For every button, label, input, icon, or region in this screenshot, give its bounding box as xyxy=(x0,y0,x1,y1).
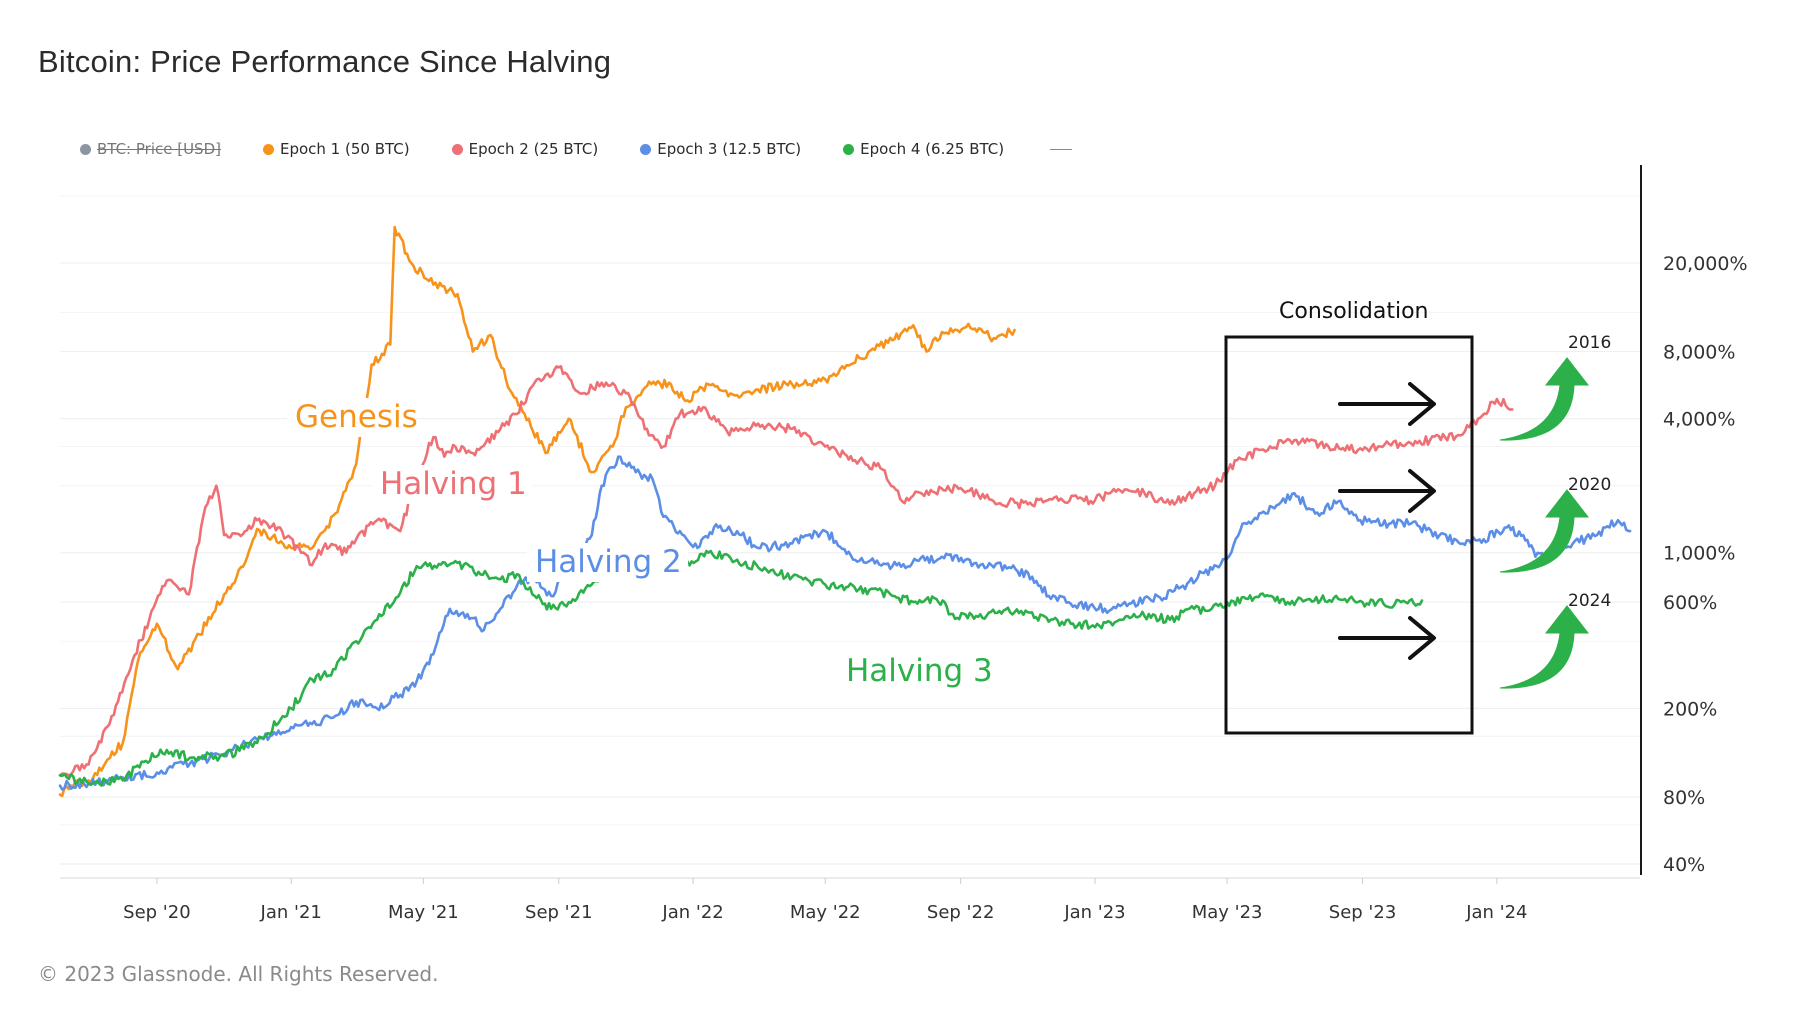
x-tick-label: May '22 xyxy=(790,902,861,923)
y-tick-label: 1,000% xyxy=(1663,543,1735,565)
chart-legend: BTC: Price [USD] Epoch 1 (50 BTC) Epoch 2 … xyxy=(80,140,1114,158)
x-tick-label: Jan '23 xyxy=(1063,902,1125,923)
annotation-halving-1: Halving 1 xyxy=(380,466,527,502)
y-tick-label: 80% xyxy=(1663,787,1705,809)
legend-dot-icon xyxy=(262,143,274,155)
series-line-epoch-2-25-btc xyxy=(58,365,1514,777)
annotation-2024: 2024 xyxy=(1568,591,1611,611)
annotation-genesis: Genesis xyxy=(295,399,418,435)
curved-up-arrow-icon xyxy=(1499,489,1590,573)
consolidation-box xyxy=(1224,335,1474,735)
x-tick-label: Sep '20 xyxy=(123,902,191,923)
annotation-halving-2: Halving 2 xyxy=(535,544,682,580)
annotation-backdrop xyxy=(372,465,534,504)
line-icon xyxy=(1050,148,1073,150)
annotation-2016: 2016 xyxy=(1568,333,1611,353)
x-tick-label: May '21 xyxy=(388,902,459,923)
curved-up-arrow-icon xyxy=(1499,605,1590,689)
legend-label: BTC: Price [USD] xyxy=(97,140,221,158)
arrow-right-icon xyxy=(1338,616,1436,660)
page-title: Bitcoin: Price Performance Since Halving xyxy=(38,44,612,79)
legend-dot-icon xyxy=(451,143,463,155)
x-tick-label: Jan '24 xyxy=(1465,902,1527,923)
legend-item-epoch-4-6-25-btc[interactable]: Epoch 4 (6.25 BTC) xyxy=(843,140,1004,158)
y-tick-label: 4,000% xyxy=(1663,409,1735,431)
legend-label: Epoch 4 (6.25 BTC) xyxy=(860,140,1005,158)
x-tick-label: Jan '21 xyxy=(260,902,322,923)
y-axis: 20,000% 8,000% 4,000% 1,000% 600% 200% 80% 40% xyxy=(1663,253,1748,876)
annotation-backdrop xyxy=(838,652,1000,691)
y-tick-label: 200% xyxy=(1663,698,1717,720)
legend-dot-icon xyxy=(80,143,91,155)
legend-dot-icon xyxy=(640,143,652,155)
series-line-epoch-1-50-btc xyxy=(58,225,1016,798)
legend-more-icon[interactable] xyxy=(1046,148,1073,150)
x-tick-label: Jan '22 xyxy=(661,902,723,923)
y-tick-label: 40% xyxy=(1663,854,1705,876)
x-tick-label: May '23 xyxy=(1192,902,1263,923)
annotations: Genesis Halving 1 Halving 2 Halving 3 Consol… xyxy=(287,299,1611,735)
arrow-right-icon xyxy=(1338,382,1436,426)
y-tick-label: 600% xyxy=(1663,592,1717,614)
legend-label: Epoch 3 (12.5 BTC) xyxy=(657,140,802,158)
annotation-2020: 2020 xyxy=(1568,475,1611,495)
x-tick-label: Sep '22 xyxy=(927,902,995,923)
legend-dot-icon xyxy=(843,143,855,155)
y-tick-label: 20,000% xyxy=(1663,253,1748,275)
annotation-backdrop xyxy=(527,543,689,582)
x-axis: Sep '20 Jan '21 May '21 Sep '21 Jan '22 May '… xyxy=(123,878,1528,923)
series-line-epoch-4-6-25-btc xyxy=(58,549,1424,787)
series-group xyxy=(58,225,1632,798)
arrow-right-icon xyxy=(1338,469,1436,513)
legend-label: Epoch 1 (50 BTC) xyxy=(279,140,410,158)
annotation-backdrop xyxy=(287,398,416,437)
annotation-halving-3: Halving 3 xyxy=(846,653,993,689)
legend-item-btc-price-usd[interactable]: BTC: Price [USD] xyxy=(80,140,221,158)
curved-up-arrow-icon xyxy=(1499,357,1590,441)
x-tick-label: Sep '21 xyxy=(525,902,593,923)
legend-item-epoch-3-12-5-btc[interactable]: Epoch 3 (12.5 BTC) xyxy=(640,140,801,158)
annotation-consolidation: Consolidation xyxy=(1279,299,1429,324)
series-line-epoch-3-12-5-btc xyxy=(58,455,1632,791)
copyright-footer: © 2023 Glassnode. All Rights Reserved. xyxy=(38,962,439,986)
grid xyxy=(60,165,1642,879)
legend-item-epoch-1-50-btc[interactable]: Epoch 1 (50 BTC) xyxy=(262,140,410,158)
x-tick-label: Sep '23 xyxy=(1329,902,1397,923)
legend-item-epoch-2-25-btc[interactable]: Epoch 2 (25 BTC) xyxy=(451,140,599,158)
legend-label: Epoch 2 (25 BTC) xyxy=(468,140,599,158)
y-tick-label: 8,000% xyxy=(1663,342,1735,364)
